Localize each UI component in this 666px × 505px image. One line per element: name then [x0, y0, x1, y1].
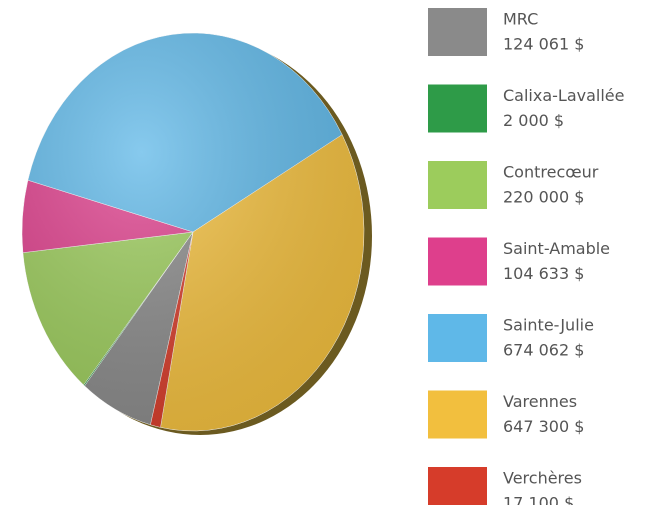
legend-label: Calixa-Lavallée: [503, 86, 624, 105]
legend-label: Varennes: [503, 392, 577, 411]
legend-value: 104 633 $: [503, 264, 584, 283]
legend-swatch: [428, 8, 487, 56]
legend-value: 124 061 $: [503, 35, 584, 54]
legend-value: 220 000 $: [503, 188, 584, 207]
legend-swatch: [428, 84, 487, 133]
legend-swatch: [428, 161, 487, 209]
legend: MRC 124 061 $ Calixa-Lavallée 2 000 $ Contre…: [428, 8, 624, 505]
legend-label: Sainte-Julie: [503, 316, 594, 335]
legend-swatch: [428, 390, 487, 439]
legend-value: 17 100 $: [503, 494, 574, 505]
legend-value: 647 300 $: [503, 417, 584, 436]
legend-swatch: [428, 237, 487, 286]
legend-value: 2 000 $: [503, 111, 564, 130]
legend-swatch: [428, 314, 487, 362]
legend-label: MRC: [503, 10, 538, 29]
pie: [21, 32, 365, 432]
legend-swatch: [428, 467, 487, 505]
legend-label: Contrecœur: [503, 163, 599, 182]
legend-value: 674 062 $: [503, 341, 584, 360]
legend-label: Saint-Amable: [503, 239, 610, 258]
legend-label: Verchères: [503, 469, 582, 488]
